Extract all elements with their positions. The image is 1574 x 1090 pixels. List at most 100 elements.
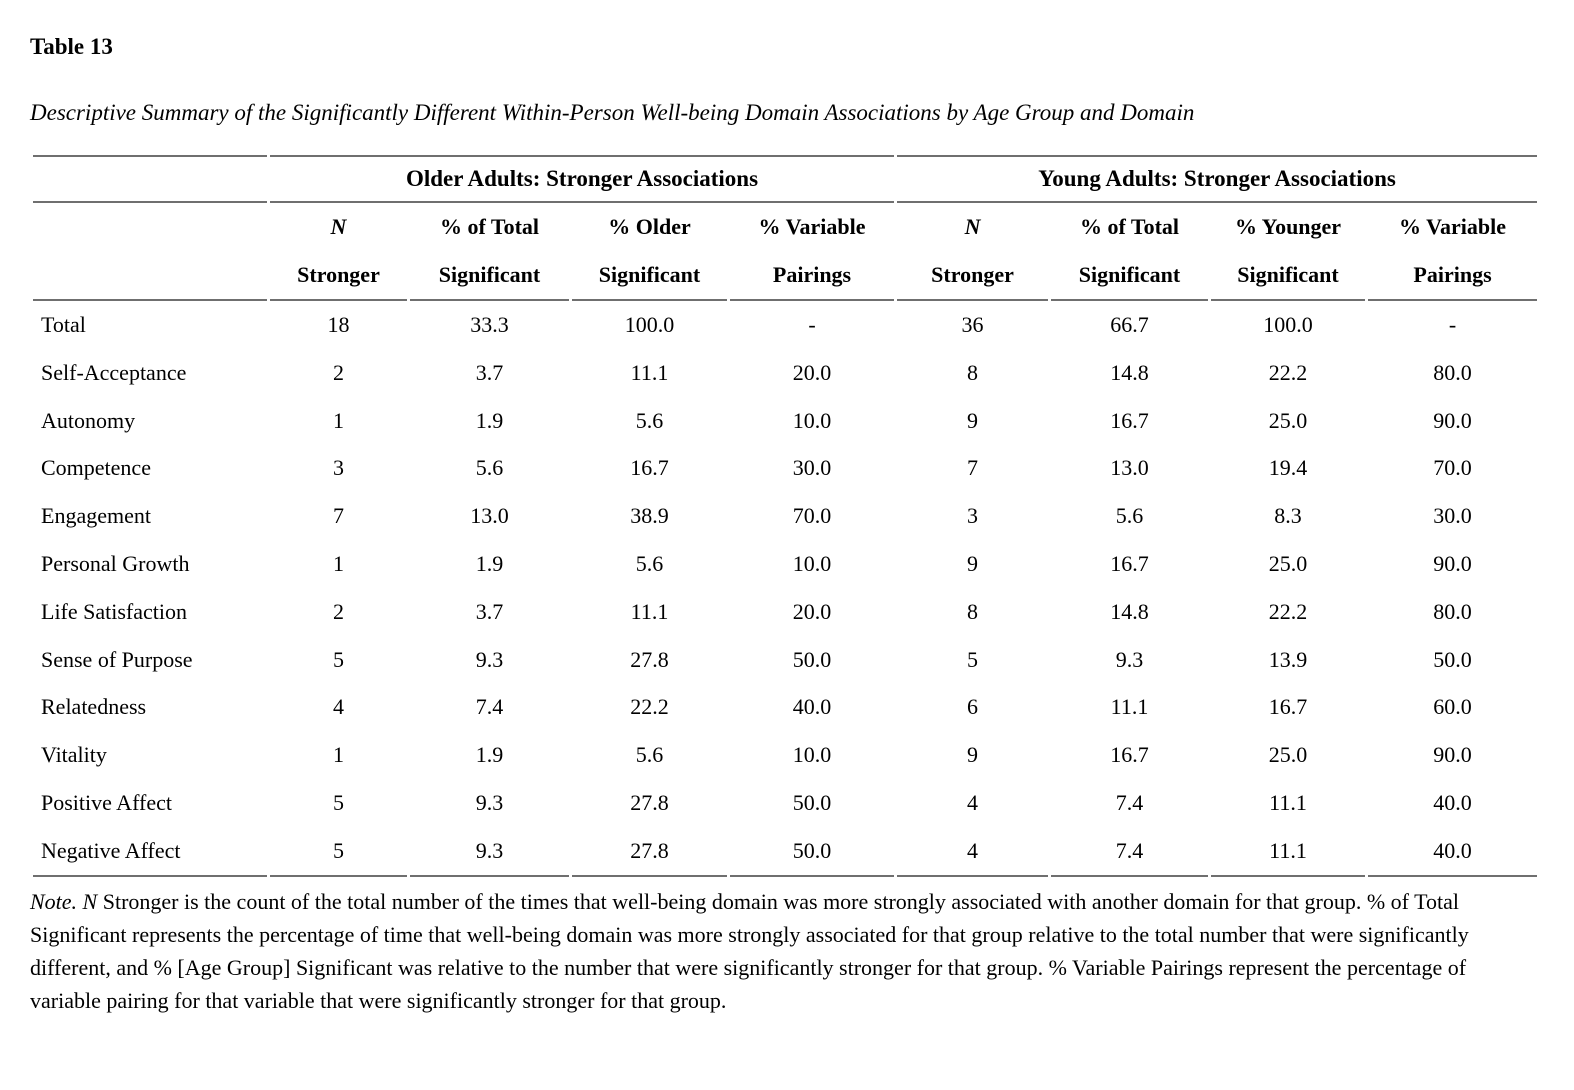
summary-table: Older Adults: Stronger Associations Youn… bbox=[30, 155, 1540, 877]
cell-value: 5 bbox=[333, 789, 344, 815]
column-header-8: % Variable Pairings bbox=[1368, 203, 1538, 301]
cell-value: 3.7 bbox=[475, 359, 504, 385]
cell-value: 20.0 bbox=[792, 359, 832, 385]
cell-value: 19.4 bbox=[1268, 455, 1308, 481]
column-header-4: % Variable Pairings bbox=[730, 203, 895, 301]
table-row: Autonomy 1 1.9 5.6 10.0 9 16.7 25.0 90.0 bbox=[33, 397, 1537, 445]
cell-value: 90.0 bbox=[1433, 550, 1472, 576]
cell-value: 16.7 bbox=[1110, 550, 1149, 576]
column-header-5: N Stronger bbox=[897, 203, 1049, 301]
cell-value: 25.0 bbox=[1268, 550, 1308, 576]
cell-value: 1 bbox=[333, 550, 344, 576]
row-label: Life Satisfaction bbox=[41, 598, 188, 624]
cell-value: 5.6 bbox=[635, 407, 664, 433]
cell-value: 80.0 bbox=[1433, 598, 1472, 624]
cell-value: 50.0 bbox=[792, 646, 832, 672]
table-row: Positive Affect 5 9.3 27.8 50.0 4 7.4 11.1 40.0 bbox=[33, 779, 1537, 827]
cell-value: 27.8 bbox=[630, 789, 669, 815]
cell-value: 90.0 bbox=[1433, 407, 1472, 433]
cell-value: 1.9 bbox=[475, 742, 504, 768]
cell-value: 8 bbox=[967, 359, 979, 385]
cell-value: 7.4 bbox=[1051, 827, 1209, 877]
table-row: Sense of Purpose 5 9.3 27.8 50.0 5 9.3 13.9 50.0 bbox=[33, 636, 1537, 684]
cell-value: 11.1 bbox=[630, 359, 669, 385]
cell-value: 22.2 bbox=[630, 694, 669, 720]
cell-value: 30.0 bbox=[792, 455, 832, 481]
table-body: Total 18 33.3 100.0-36 66.7 100.0- Self-Accept… bbox=[33, 301, 1538, 877]
cell-value: 9.3 bbox=[410, 827, 569, 877]
cell-value: - bbox=[1448, 312, 1457, 337]
cell-value: 9 bbox=[967, 742, 979, 768]
group-header-young-adults: Young Adults: Stronger Associations bbox=[897, 155, 1538, 203]
cell-value: 50.0 bbox=[1433, 646, 1472, 672]
cell-value: 25.0 bbox=[1268, 742, 1308, 768]
group-header-older-adults: Older Adults: Stronger Associations bbox=[270, 155, 895, 203]
column-header-6: % of Total Significant bbox=[1051, 203, 1209, 301]
cell-value: 3 bbox=[333, 455, 344, 481]
row-label: Personal Growth bbox=[41, 550, 190, 576]
cell-value: 14.8 bbox=[1110, 359, 1149, 385]
row-label: Total bbox=[41, 312, 86, 337]
cell-value: 33.3 bbox=[470, 312, 509, 337]
cell-value: 11.1 bbox=[1269, 789, 1307, 815]
cell-value: 5.6 bbox=[475, 455, 504, 481]
cell-value: 20.0 bbox=[792, 598, 832, 624]
cell-value: 3 bbox=[967, 503, 979, 529]
cell-value: 4 bbox=[897, 827, 1049, 877]
row-label: Competence bbox=[41, 455, 151, 481]
cell-value: 6 bbox=[967, 694, 979, 720]
table-row: Total 18 33.3 100.0 - 36 66.7 100.0 - bbox=[33, 301, 1537, 349]
cell-value: 10.0 bbox=[792, 407, 832, 433]
cell-value: 11.1 bbox=[1211, 827, 1366, 877]
column-header-spacer bbox=[33, 203, 267, 301]
table-row: Life Satisfaction 2 3.7 11.1 20.0 8 14.8 22.2 80… bbox=[33, 588, 1537, 636]
cell-value: 5 bbox=[270, 827, 407, 877]
row-label: Engagement bbox=[41, 503, 151, 529]
cell-value: 36 bbox=[961, 312, 984, 337]
cell-value: 25.0 bbox=[1268, 407, 1308, 433]
cell-value: 22.2 bbox=[1268, 598, 1308, 624]
cell-value: 60.0 bbox=[1433, 694, 1472, 720]
cell-value: 5 bbox=[333, 646, 344, 672]
cell-value: 10.0 bbox=[792, 742, 832, 768]
cell-value: 16.7 bbox=[630, 455, 669, 481]
cell-value: 9.3 bbox=[475, 646, 504, 672]
cell-value: 7.4 bbox=[475, 694, 504, 720]
cell-value: 5.6 bbox=[1115, 503, 1144, 529]
cell-value: 3.7 bbox=[475, 598, 504, 624]
note-lead-italic: Note. N bbox=[30, 888, 98, 914]
cell-value: 38.9 bbox=[630, 503, 669, 529]
cell-value: 70.0 bbox=[792, 503, 832, 529]
cell-value: 18 bbox=[327, 312, 350, 337]
cell-value: 22.2 bbox=[1268, 359, 1308, 385]
column-header-7: % Younger Significant bbox=[1211, 203, 1366, 301]
cell-value: 90.0 bbox=[1433, 742, 1472, 768]
cell-value: 80.0 bbox=[1433, 359, 1472, 385]
cell-value: 9.3 bbox=[475, 789, 504, 815]
cell-value: - bbox=[808, 312, 816, 337]
cell-value: 50.0 bbox=[730, 827, 895, 877]
cell-value: 13.0 bbox=[1110, 455, 1149, 481]
row-label: Relatedness bbox=[41, 694, 147, 720]
table-row: Self-Acceptance 2 3.7 11.1 20.0 8 14.8 22.2 80.0 bbox=[33, 349, 1537, 397]
table-row: Engagement 7 13.0 38.9 70.0 3 5.6 8.3 30.0 bbox=[33, 492, 1537, 540]
column-header-1: N Stronger bbox=[270, 203, 407, 301]
cell-value: 7 bbox=[333, 503, 344, 529]
cell-value: 13.9 bbox=[1268, 646, 1308, 672]
cell-value: 27.8 bbox=[630, 646, 669, 672]
cell-value: 16.7 bbox=[1110, 407, 1149, 433]
cell-value: 2 bbox=[333, 359, 344, 385]
cell-value: 7 bbox=[967, 455, 979, 481]
cell-value: 1 bbox=[333, 407, 344, 433]
cell-value: 100.0 bbox=[624, 312, 675, 337]
cell-value: 7.4 bbox=[1115, 789, 1144, 815]
cell-value: 40.0 bbox=[792, 694, 832, 720]
cell-value: 8 bbox=[967, 598, 979, 624]
row-label: Negative Affect bbox=[33, 827, 267, 877]
group-header-row: Older Adults: Stronger Associations Youn… bbox=[33, 155, 1538, 203]
row-label: Vitality bbox=[41, 742, 107, 768]
cell-value: 5 bbox=[967, 646, 979, 672]
cell-value: 16.7 bbox=[1110, 742, 1149, 768]
cell-value: 2 bbox=[333, 598, 344, 624]
